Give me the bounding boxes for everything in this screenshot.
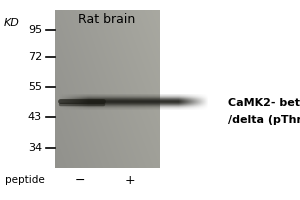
Text: peptide: peptide <box>5 175 45 185</box>
Text: 43: 43 <box>28 112 42 122</box>
Text: CaMK2- beta/ gamma: CaMK2- beta/ gamma <box>228 98 300 108</box>
Text: 34: 34 <box>28 143 42 153</box>
Text: 95: 95 <box>28 25 42 35</box>
Text: 55: 55 <box>28 82 42 92</box>
Text: Rat brain: Rat brain <box>78 13 136 26</box>
Text: −: − <box>75 173 85 186</box>
Text: +: + <box>125 173 135 186</box>
Text: /delta (pThr287): /delta (pThr287) <box>228 115 300 125</box>
Text: 72: 72 <box>28 52 42 62</box>
Text: KD: KD <box>4 18 20 28</box>
